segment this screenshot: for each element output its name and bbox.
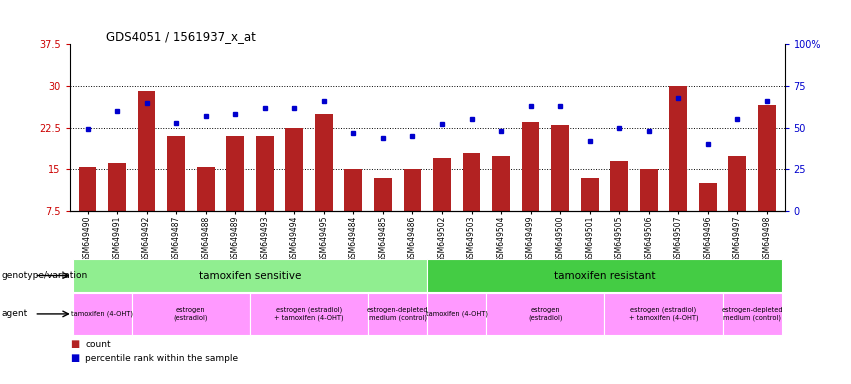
Bar [226,136,244,211]
Bar [138,91,156,211]
Bar [551,125,569,211]
Bar [728,156,746,211]
Text: estrogen
(estradiol): estrogen (estradiol) [528,307,563,321]
Text: ■: ■ [70,339,79,349]
Text: agent: agent [2,310,28,318]
Text: GDS4051 / 1561937_x_at: GDS4051 / 1561937_x_at [106,30,255,43]
Text: percentile rank within the sample: percentile rank within the sample [85,354,238,363]
Text: count: count [85,341,111,349]
Bar [132,293,250,335]
Bar [699,184,717,211]
Bar [368,293,427,335]
Bar [722,293,782,335]
Text: estrogen-depleted
medium (control): estrogen-depleted medium (control) [722,307,783,321]
Text: tamoxifen sensitive: tamoxifen sensitive [199,270,301,281]
Bar [345,169,363,211]
Bar [250,293,368,335]
Text: estrogen (estradiol)
+ tamoxifen (4-OHT): estrogen (estradiol) + tamoxifen (4-OHT) [629,307,699,321]
Bar [758,105,776,211]
Bar [486,293,604,335]
Bar [670,86,687,211]
Text: tamoxifen resistant: tamoxifen resistant [554,270,655,281]
Bar [285,127,303,211]
Bar [427,293,486,335]
Bar [580,178,598,211]
Bar [610,161,628,211]
Bar [78,167,96,211]
Bar [640,169,658,211]
Text: estrogen (estradiol)
+ tamoxifen (4-OHT): estrogen (estradiol) + tamoxifen (4-OHT) [274,307,344,321]
Text: genotype/variation: genotype/variation [2,271,88,280]
Text: tamoxifen (4-OHT): tamoxifen (4-OHT) [71,311,134,317]
Bar [463,153,480,211]
Bar [197,167,214,211]
Bar [427,259,782,292]
Bar [403,169,421,211]
Bar [604,293,722,335]
Bar [433,158,451,211]
Bar [72,259,427,292]
Text: estrogen
(estradiol): estrogen (estradiol) [174,307,208,321]
Bar [72,293,132,335]
Bar [492,156,510,211]
Bar [315,114,333,211]
Bar [522,122,540,211]
Text: estrogen-depleted
medium (control): estrogen-depleted medium (control) [367,307,428,321]
Bar [168,136,185,211]
Bar [374,178,391,211]
Text: ■: ■ [70,353,79,363]
Bar [108,163,126,211]
Bar [256,136,274,211]
Text: tamoxifen (4-OHT): tamoxifen (4-OHT) [426,311,488,317]
